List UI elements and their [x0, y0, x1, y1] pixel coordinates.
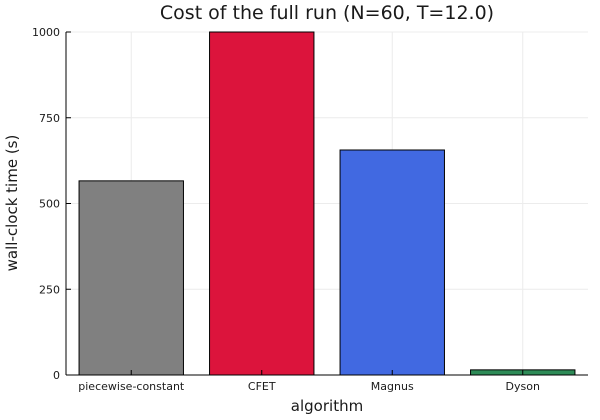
x-tick-label: Dyson: [506, 380, 540, 393]
chart-title: Cost of the full run (N=60, T=12.0): [160, 2, 494, 24]
y-tick-label: 1000: [32, 26, 60, 39]
x-tick-label: CFET: [248, 380, 276, 393]
y-tick-label: 0: [53, 369, 60, 382]
bar-piecewise-constant: [78, 180, 184, 376]
bars: [78, 31, 576, 376]
y-axis-label: wall-clock time (s): [3, 135, 21, 272]
x-ticks: piecewise-constant CFET Magnus Dyson: [78, 370, 540, 393]
x-tick-label: piecewise-constant: [78, 380, 185, 393]
bar-cfet: [209, 31, 315, 376]
y-ticks: 0 250 500 750 1000: [32, 26, 71, 382]
y-tick-label: 750: [39, 112, 60, 125]
x-axis-label: algorithm: [291, 397, 363, 415]
bar-magnus: [339, 149, 445, 376]
x-tick-label: Magnus: [371, 380, 414, 393]
y-tick-label: 250: [39, 283, 60, 296]
y-tick-label: 500: [39, 198, 60, 211]
